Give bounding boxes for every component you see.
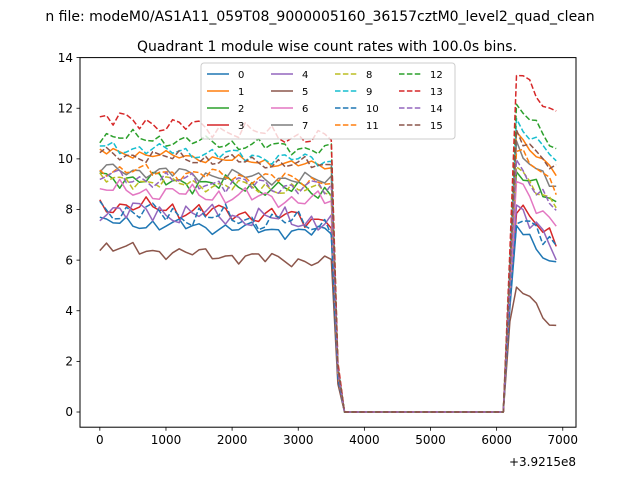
series-line-8	[99, 166, 557, 413]
legend-label-3: 3	[238, 121, 244, 132]
series-line-7	[99, 140, 557, 413]
x-tick-label: 0	[96, 433, 104, 447]
series-line-4	[99, 202, 557, 413]
legend-label-15: 15	[430, 121, 443, 132]
legend-label-0: 0	[238, 70, 244, 81]
x-tick-label: 4000	[349, 433, 380, 447]
legend-label-5: 5	[302, 87, 308, 98]
x-tick-label: 5000	[415, 433, 446, 447]
legend-label-4: 4	[302, 70, 308, 81]
legend-label-7: 7	[302, 121, 308, 132]
series-line-1	[99, 131, 557, 413]
y-tick-label: 8	[65, 203, 73, 217]
chart-title: Quadrant 1 module wise count rates with …	[137, 39, 517, 55]
series-line-5	[99, 241, 557, 413]
legend-label-12: 12	[430, 70, 443, 81]
y-tick-label: 14	[58, 51, 73, 65]
legend-box	[200, 62, 456, 140]
series-line-10	[99, 200, 557, 413]
x-tick-label: 2000	[217, 433, 248, 447]
series-line-0	[99, 216, 557, 413]
x-tick-label: 6000	[481, 433, 512, 447]
legend-label-11: 11	[366, 121, 379, 132]
plot-frame	[79, 57, 577, 428]
series-line-6	[99, 178, 557, 413]
x-tick-label: 3000	[283, 433, 314, 447]
series-line-11	[99, 148, 557, 413]
legend-label-10: 10	[366, 104, 379, 115]
legend-label-6: 6	[302, 104, 308, 115]
y-tick-label: 6	[65, 253, 73, 267]
x-tick-label: 1000	[151, 433, 182, 447]
legend-label-1: 1	[238, 87, 244, 98]
figure-suptitle: n file: modeM0/AS1A11_059T08_9000005160_…	[45, 9, 594, 25]
series-line-14	[99, 159, 557, 413]
legend-label-14: 14	[430, 104, 443, 115]
y-tick-label: 4	[65, 304, 73, 318]
y-tick-label: 10	[58, 152, 73, 166]
x-tick-label: 7000	[547, 433, 578, 447]
series-layer	[99, 74, 557, 413]
legend-label-9: 9	[366, 87, 372, 98]
y-tick-label: 2	[65, 355, 73, 369]
series-line-15	[99, 129, 557, 413]
series-line-9	[99, 117, 557, 413]
legend-label-13: 13	[430, 87, 443, 98]
legend-label-2: 2	[238, 104, 244, 115]
x-offset-text: +3.9215e8	[509, 455, 576, 469]
y-tick-label: 12	[58, 101, 73, 115]
y-tick-label: 0	[65, 405, 73, 419]
legend-label-8: 8	[366, 70, 372, 81]
